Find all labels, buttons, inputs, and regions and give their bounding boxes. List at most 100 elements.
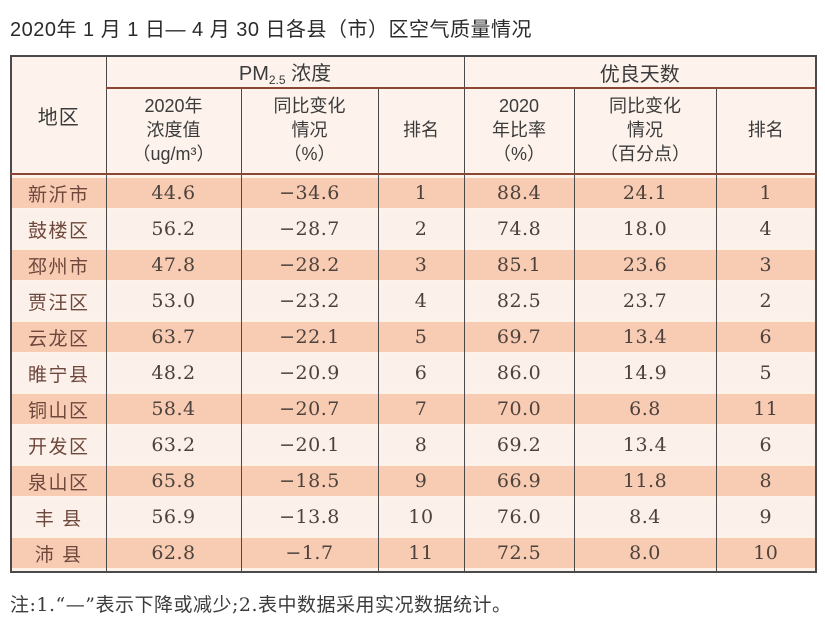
pm-value-cell: 47.8 — [105, 247, 242, 283]
table-row: 睢宁县 48.2 −20.9 6 86.0 14.9 5 — [10, 355, 817, 391]
region-cell: 铜山区 — [10, 391, 107, 427]
days-change-cell: 18.0 — [573, 211, 717, 247]
table-row: 鼓楼区 56.2 −28.7 2 74.8 18.0 4 — [10, 211, 817, 247]
pm-value-cell: 62.8 — [105, 535, 242, 572]
table-row: 邳州市 47.8 −28.2 3 85.1 23.6 3 — [10, 247, 817, 283]
pm25-label-prefix: PM — [238, 63, 269, 85]
column-header-days-change: 同比变化 情况 （百分点） — [573, 88, 717, 175]
column-header-days-ratio: 2020 年比率 （%） — [463, 88, 575, 175]
table-header: 地区 PM2.5 浓度 优良天数 2020年 浓度值 （ug/m³） 同比变化 … — [10, 56, 817, 175]
pm-rank-cell: 7 — [377, 391, 465, 427]
pm-change-cell: −1.7 — [240, 535, 379, 572]
pm-rank-cell: 11 — [377, 535, 465, 572]
pm-change-cell: −28.2 — [240, 247, 379, 283]
pm-change-cell: −20.7 — [240, 391, 379, 427]
pm25-label-subscript: 2.5 — [268, 73, 286, 87]
days-rank-cell: 6 — [715, 319, 817, 355]
pm-change-cell: −22.1 — [240, 319, 379, 355]
table-row: 沛 县 62.8 −1.7 11 72.5 8.0 10 — [10, 535, 817, 572]
region-cell: 泉山区 — [10, 463, 107, 499]
pm-change-cell: −28.7 — [240, 211, 379, 247]
column-header-pm-rank: 排名 — [377, 88, 465, 175]
days-change-cell: 8.4 — [573, 499, 717, 535]
days-change-cell: 6.8 — [573, 391, 717, 427]
days-rank-cell: 10 — [715, 535, 817, 572]
pm25-label-suffix: 浓度 — [285, 63, 332, 85]
pm-rank-cell: 10 — [377, 499, 465, 535]
pm-value-cell: 56.9 — [105, 499, 242, 535]
days-ratio-cell: 82.5 — [463, 283, 575, 319]
pm-rank-cell: 8 — [377, 427, 465, 463]
days-change-cell: 13.4 — [573, 319, 717, 355]
pm-value-cell: 44.6 — [105, 174, 242, 211]
days-rank-cell: 4 — [715, 211, 817, 247]
column-group-pm25: PM2.5 浓度 — [105, 56, 465, 89]
days-ratio-cell: 88.4 — [463, 174, 575, 211]
region-cell: 开发区 — [10, 427, 107, 463]
page: 2020年 1 月 1 日— 4 月 30 日各县（市）区空气质量情况 地区 P… — [0, 13, 825, 633]
region-cell: 睢宁县 — [10, 355, 107, 391]
column-group-good-days: 优良天数 — [463, 56, 817, 89]
days-change-cell: 14.9 — [573, 355, 717, 391]
pm-rank-cell: 9 — [377, 463, 465, 499]
days-rank-cell: 3 — [715, 247, 817, 283]
days-ratio-cell: 76.0 — [463, 499, 575, 535]
days-ratio-cell: 74.8 — [463, 211, 575, 247]
column-header-days-rank: 排名 — [715, 88, 817, 175]
days-change-cell: 23.7 — [573, 283, 717, 319]
pm-value-cell: 63.7 — [105, 319, 242, 355]
header-sub-row: 2020年 浓度值 （ug/m³） 同比变化 情况 （%） 排名 2020 年比… — [11, 88, 817, 175]
days-rank-cell: 11 — [715, 391, 817, 427]
table-body: 新沂市 44.6 −34.6 1 88.4 24.1 1 鼓楼区 56.2 −28.7 2 74.8 1… — [10, 174, 817, 572]
pm-rank-cell: 3 — [377, 247, 465, 283]
region-cell: 丰 县 — [10, 499, 107, 535]
table-row: 丰 县 56.9 −13.8 10 76.0 8.4 9 — [10, 499, 817, 535]
table-row: 贾汪区 53.0 −23.2 4 82.5 23.7 2 — [10, 283, 817, 319]
days-change-cell: 24.1 — [573, 174, 717, 211]
days-ratio-cell: 69.7 — [463, 319, 575, 355]
days-rank-cell: 6 — [715, 427, 817, 463]
pm-change-cell: −20.1 — [240, 427, 379, 463]
region-cell: 鼓楼区 — [10, 211, 107, 247]
days-change-cell: 13.4 — [573, 427, 717, 463]
pm-rank-cell: 6 — [377, 355, 465, 391]
table-row: 铜山区 58.4 −20.7 7 70.0 6.8 11 — [10, 391, 817, 427]
region-cell: 新沂市 — [10, 174, 107, 211]
pm-change-cell: −23.2 — [240, 283, 379, 319]
pm-value-cell: 58.4 — [105, 391, 242, 427]
pm-value-cell: 65.8 — [105, 463, 242, 499]
pm-rank-cell: 5 — [377, 319, 465, 355]
days-rank-cell: 8 — [715, 463, 817, 499]
pm-change-cell: −20.9 — [240, 355, 379, 391]
days-ratio-cell: 85.1 — [463, 247, 575, 283]
days-rank-cell: 1 — [715, 174, 817, 211]
pm-value-cell: 48.2 — [105, 355, 242, 391]
column-header-region: 地区 — [10, 56, 107, 175]
days-rank-cell: 2 — [715, 283, 817, 319]
column-header-pm-change: 同比变化 情况 （%） — [240, 88, 379, 175]
page-title: 2020年 1 月 1 日— 4 月 30 日各县（市）区空气质量情况 — [10, 19, 533, 41]
days-ratio-cell: 70.0 — [463, 391, 575, 427]
days-ratio-cell: 72.5 — [463, 535, 575, 572]
region-cell: 贾汪区 — [10, 283, 107, 319]
pm-change-cell: −34.6 — [240, 174, 379, 211]
region-cell: 云龙区 — [10, 319, 107, 355]
pm-value-cell: 56.2 — [105, 211, 242, 247]
footnote: 注:1.“—”表示下降或减少;2.表中数据采用实况数据统计。 — [10, 594, 512, 616]
table-row: 云龙区 63.7 −22.1 5 69.7 13.4 6 — [10, 319, 817, 355]
table-row: 开发区 63.2 −20.1 8 69.2 13.4 6 — [10, 427, 817, 463]
days-rank-cell: 5 — [715, 355, 817, 391]
days-change-cell: 23.6 — [573, 247, 717, 283]
days-change-cell: 11.8 — [573, 463, 717, 499]
header-group-row: 地区 PM2.5 浓度 优良天数 — [10, 56, 817, 175]
days-ratio-cell: 86.0 — [463, 355, 575, 391]
days-rank-cell: 9 — [715, 499, 817, 535]
air-quality-table: 地区 PM2.5 浓度 优良天数 2020年 浓度值 （ug/m³） 同比变化 … — [10, 55, 818, 573]
days-ratio-cell: 69.2 — [463, 427, 575, 463]
pm-value-cell: 63.2 — [105, 427, 242, 463]
table-row: 新沂市 44.6 −34.6 1 88.4 24.1 1 — [10, 174, 817, 211]
pm-change-cell: −18.5 — [240, 463, 379, 499]
region-cell: 邳州市 — [10, 247, 107, 283]
days-change-cell: 8.0 — [573, 535, 717, 572]
column-header-pm-value: 2020年 浓度值 （ug/m³） — [105, 88, 242, 175]
